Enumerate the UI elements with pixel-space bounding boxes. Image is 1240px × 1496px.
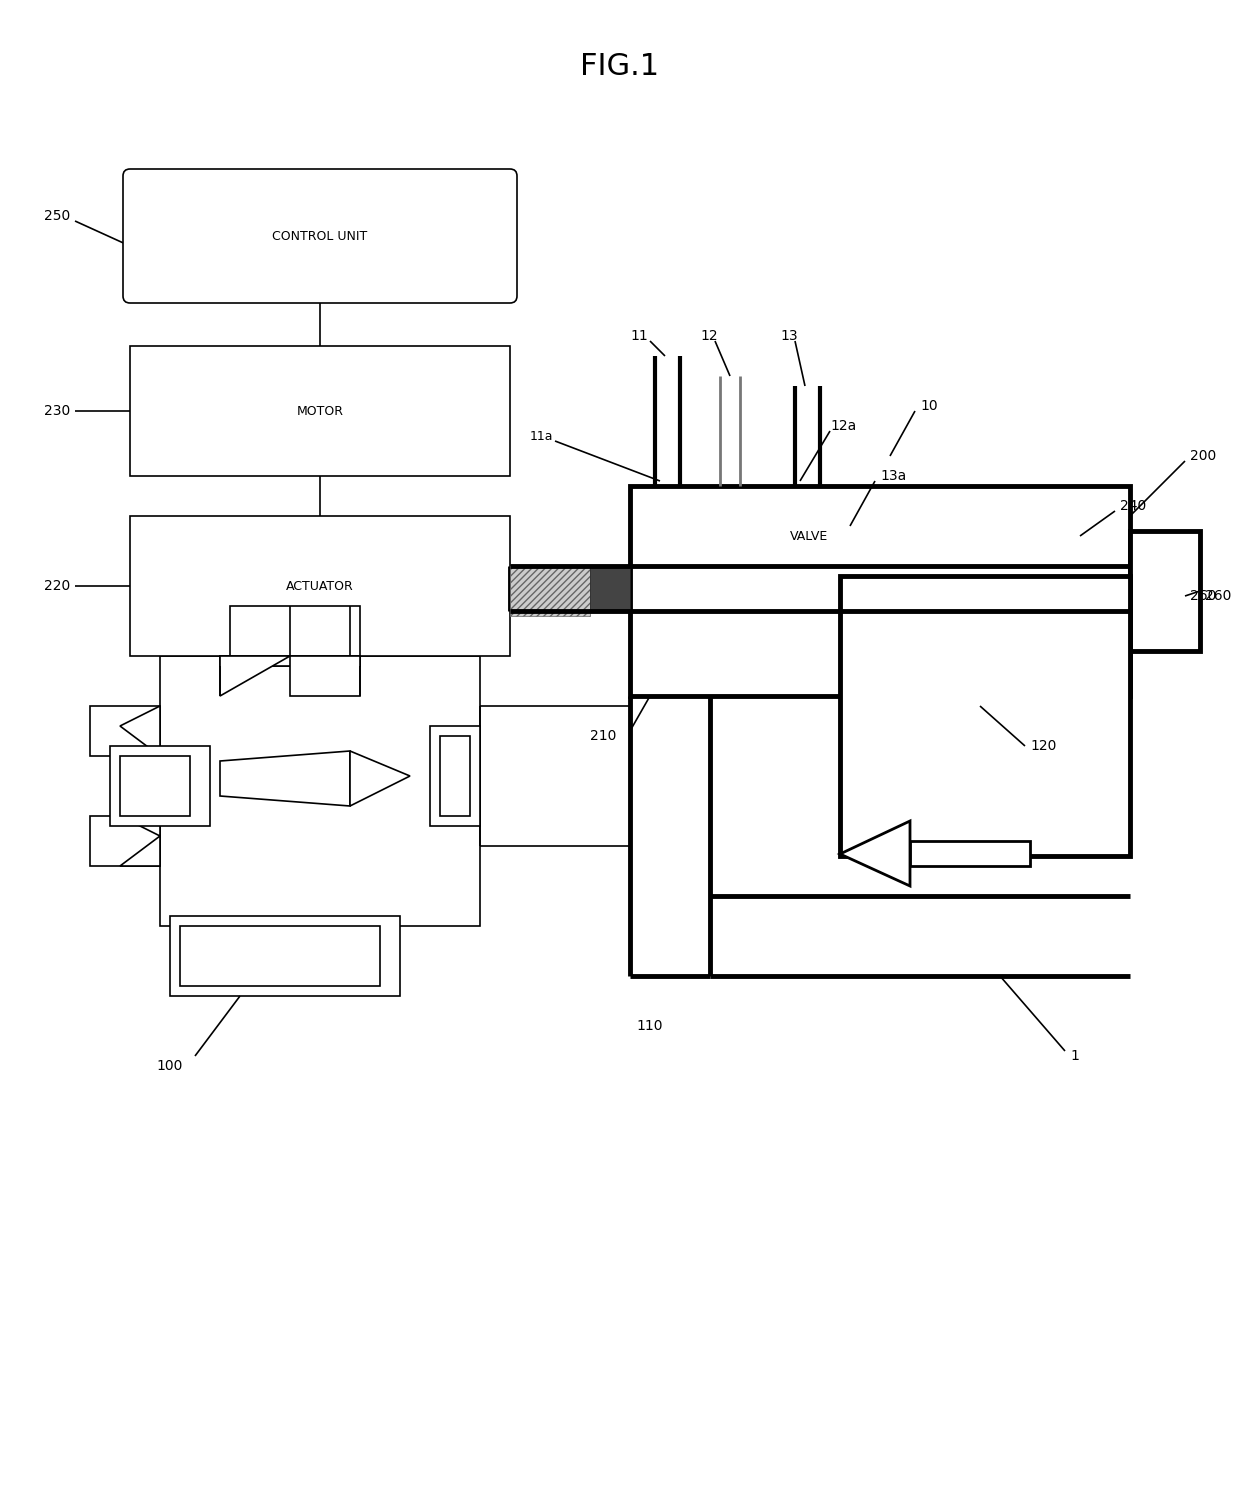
Text: 10: 10 [920, 399, 937, 413]
Bar [91, 706, 160, 755]
Text: 220: 220 [43, 579, 69, 592]
Bar [1130, 531, 1200, 651]
Text: 12a: 12a [830, 419, 857, 432]
Polygon shape [120, 755, 160, 836]
FancyBboxPatch shape [123, 169, 517, 304]
Bar [585, 565, 591, 610]
Text: 230: 230 [43, 404, 69, 417]
Text: VALVE: VALVE [790, 530, 828, 543]
Text: 240: 240 [1120, 500, 1146, 513]
Polygon shape [839, 821, 910, 886]
Bar [110, 747, 210, 826]
Bar [512, 565, 517, 610]
Bar [578, 565, 583, 610]
Text: 11a: 11a [529, 429, 553, 443]
Bar [562, 565, 567, 610]
Bar [130, 516, 510, 657]
Text: 110: 110 [637, 1019, 663, 1034]
Text: 100: 100 [156, 1059, 184, 1073]
Bar [544, 565, 551, 610]
Polygon shape [290, 657, 360, 696]
Bar [160, 657, 480, 926]
Text: 260: 260 [1205, 589, 1231, 603]
Bar [537, 565, 542, 610]
Bar [440, 736, 470, 815]
Polygon shape [350, 751, 410, 806]
Bar [180, 926, 379, 986]
Bar [603, 565, 608, 610]
Bar [229, 606, 360, 666]
Polygon shape [590, 565, 630, 610]
Bar [510, 565, 590, 616]
Bar [521, 565, 526, 610]
Bar [594, 565, 599, 610]
Bar [839, 576, 1130, 856]
Polygon shape [219, 751, 350, 806]
Text: ACTUATOR: ACTUATOR [286, 579, 353, 592]
Bar [569, 565, 575, 610]
Text: 200: 200 [1190, 449, 1216, 462]
Bar [553, 565, 558, 610]
Bar [430, 726, 480, 826]
Text: 13a: 13a [880, 470, 906, 483]
Polygon shape [120, 706, 160, 755]
Polygon shape [910, 841, 1030, 866]
Bar [170, 916, 401, 996]
Bar [630, 486, 1130, 696]
Bar [130, 346, 510, 476]
Text: FIG.1: FIG.1 [580, 51, 660, 81]
Text: 210: 210 [590, 729, 616, 744]
Text: CONTROL UNIT: CONTROL UNIT [273, 229, 367, 242]
Polygon shape [219, 657, 290, 696]
Bar [91, 815, 160, 866]
Polygon shape [120, 836, 160, 866]
Polygon shape [219, 657, 360, 666]
Text: 11: 11 [630, 329, 647, 343]
Text: 1: 1 [1070, 1049, 1079, 1064]
Bar [120, 755, 190, 815]
Text: 12: 12 [701, 329, 718, 343]
Text: MOTOR: MOTOR [296, 404, 343, 417]
Text: 13: 13 [780, 329, 797, 343]
Text: 260: 260 [1190, 589, 1216, 603]
Bar [528, 565, 534, 610]
Text: 120: 120 [1030, 739, 1056, 752]
Text: 250: 250 [43, 209, 69, 223]
